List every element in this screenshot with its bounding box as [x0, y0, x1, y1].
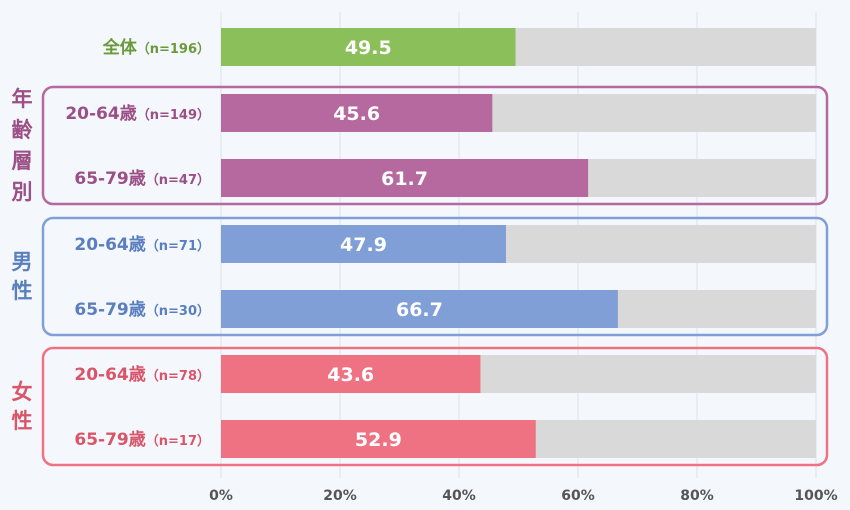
row-label: 65-79歳（n=47）	[74, 168, 210, 189]
bar-value-label: 66.7	[396, 299, 443, 321]
group-box	[41, 85, 829, 206]
group-label-char: 性	[12, 279, 33, 303]
bar	[221, 159, 589, 197]
bar-value-label: 61.7	[381, 168, 428, 190]
group-label-char: 年	[12, 87, 33, 111]
row-label-n: （n=78）	[146, 368, 210, 384]
row-label-text: 全体	[102, 37, 138, 58]
group-label-char: 齢	[12, 118, 34, 142]
bar-value-label: 47.9	[340, 234, 387, 256]
x-tick-label: 100%	[794, 488, 837, 504]
row-label-n: （n=196）	[137, 41, 210, 57]
group-label-char: 性	[12, 409, 33, 433]
group-label-char: 別	[12, 180, 33, 204]
bar-value-label: 49.5	[345, 37, 392, 59]
group-label-char: 男	[12, 250, 33, 274]
row-label: 65-79歳（n=30）	[74, 299, 210, 320]
row-label-text: 65-79歳	[74, 299, 145, 320]
bar-value-label: 52.9	[355, 429, 402, 451]
bar	[221, 290, 618, 328]
row-label: 65-79歳（n=17）	[74, 429, 210, 450]
bar	[221, 94, 493, 132]
row-label-text: 65-79歳	[74, 168, 145, 189]
group-box	[41, 346, 829, 467]
x-tick-label: 60%	[561, 488, 595, 504]
row-label-n: （n=149）	[137, 107, 210, 123]
row-label: 20-64歳（n=149）	[65, 103, 210, 124]
bar	[221, 355, 481, 393]
row-label-n: （n=17）	[146, 433, 210, 449]
row-label: 全体（n=196）	[102, 37, 210, 58]
row-label-text: 20-64歳	[65, 103, 136, 124]
row-label-text: 20-64歳	[74, 234, 145, 255]
group-label-char: 女	[12, 380, 33, 404]
row-label: 20-64歳（n=78）	[74, 364, 210, 385]
row-label-text: 65-79歳	[74, 429, 145, 450]
bar-value-label: 45.6	[333, 103, 380, 125]
x-tick-label: 80%	[680, 488, 714, 504]
bar	[221, 28, 516, 66]
row-label-n: （n=71）	[146, 238, 210, 254]
row-label: 20-64歳（n=71）	[74, 234, 210, 255]
x-tick-label: 20%	[323, 488, 357, 504]
bar	[221, 225, 507, 263]
row-label-n: （n=47）	[146, 172, 210, 188]
x-tick-label: 40%	[442, 488, 476, 504]
row-label-n: （n=30）	[146, 303, 210, 319]
group-box	[41, 216, 829, 337]
x-tick-label: 0%	[209, 488, 233, 504]
group-label-char: 層	[12, 149, 33, 173]
bar	[221, 420, 536, 458]
bar-value-label: 43.6	[327, 364, 374, 386]
row-label-text: 20-64歳	[74, 364, 145, 385]
